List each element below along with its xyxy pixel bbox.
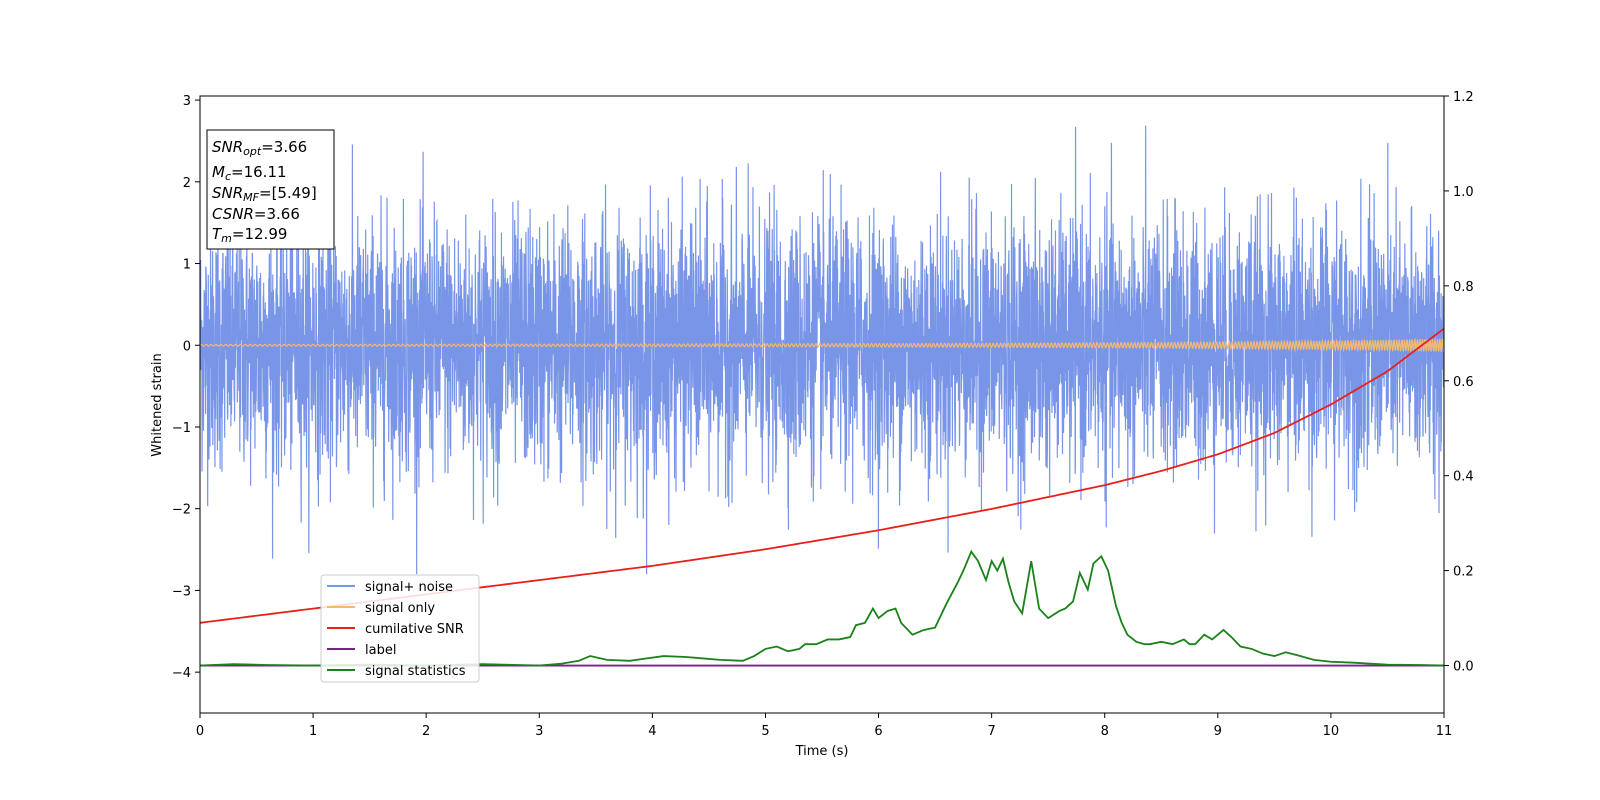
x-tick-label: 2 <box>422 724 430 739</box>
info-line: CSNR=3.66 <box>212 205 300 223</box>
y-tick-label: −1 <box>172 421 191 436</box>
y2-tick-label: 0.8 <box>1453 280 1474 295</box>
series-signal-only <box>200 337 1444 353</box>
legend-frame <box>320 574 480 683</box>
x-tick-label: 7 <box>987 724 995 739</box>
y2-tick-label: 0.6 <box>1453 375 1474 390</box>
x-tick-label: 11 <box>1436 724 1453 739</box>
x-tick-label: 1 <box>309 724 317 739</box>
x-axis-label: Time (s) <box>795 744 849 759</box>
y-tick-label: 1 <box>183 258 191 273</box>
info-box-frame <box>206 129 335 250</box>
y-tick-label: 3 <box>183 94 191 109</box>
series-signal-statistics <box>200 549 1444 667</box>
x-tick-label: 0 <box>196 724 204 739</box>
y2-tick-label: 0.4 <box>1453 470 1474 485</box>
info-line: Tm=12.99 <box>212 225 287 245</box>
y2-tick-label: 0.2 <box>1453 565 1474 580</box>
y-tick-label: 0 <box>183 339 191 354</box>
legend-entry: cumilative SNR <box>365 622 464 637</box>
y2-tick-label: 0.0 <box>1453 660 1474 675</box>
x-tick-label: 3 <box>535 724 543 739</box>
x-tick-label: 8 <box>1101 724 1109 739</box>
axes-frame <box>199 95 1445 714</box>
legend-entry: label <box>365 643 396 658</box>
x-tick-label: 6 <box>874 724 882 739</box>
y-axis-right: 1.2 1.0 0.8 0.6 0.4 0.2 0.0 <box>1444 90 1474 675</box>
y-tick-label: 2 <box>183 176 191 191</box>
y-tick-label: −4 <box>172 666 191 681</box>
legend-entry: signal+ noise <box>365 580 453 595</box>
info-box: SNRopt=3.66 Mc=16.11SNRMF=[5.49]CSNR=3.66… <box>206 129 335 250</box>
series-signal-noise <box>200 125 1444 575</box>
y-tick-label: −3 <box>172 584 191 599</box>
y-axis-left: 3 2 1 0 −1 −2 −3 −4 <box>172 94 200 681</box>
legend-entry: signal only <box>365 601 435 616</box>
x-axis: 0 1 2 3 4 5 6 7 8 9 10 11 <box>196 713 1452 739</box>
info-line: SNRopt=3.66 <box>212 138 307 158</box>
x-tick-label: 4 <box>648 724 656 739</box>
legend-entry: signal statistics <box>365 664 466 679</box>
legend: signal+ noise signal only cumilative SNR la… <box>320 574 480 683</box>
y2-tick-label: 1.0 <box>1453 185 1474 200</box>
y-tick-label: −2 <box>172 503 191 518</box>
x-tick-label: 5 <box>761 724 769 739</box>
info-line: SNRMF=[5.49] <box>212 184 317 204</box>
x-tick-label: 9 <box>1214 724 1222 739</box>
x-tick-label: 10 <box>1323 724 1340 739</box>
y-axis-label: Whitened strain <box>150 353 165 456</box>
y2-tick-label: 1.2 <box>1453 90 1474 105</box>
info-line: Mc=16.11 <box>212 163 287 183</box>
